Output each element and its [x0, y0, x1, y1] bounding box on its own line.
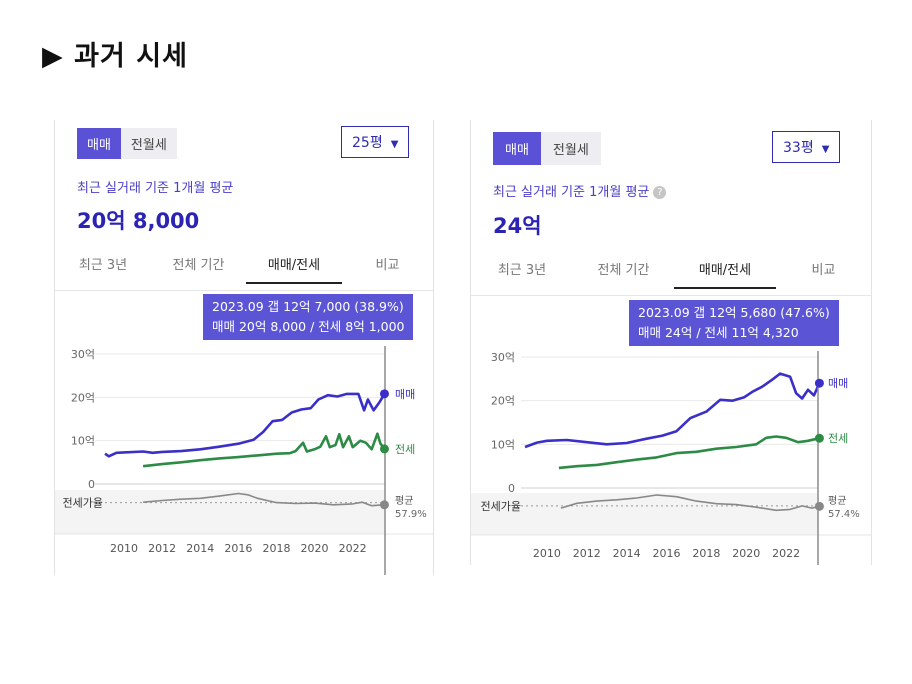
sale-marker [814, 378, 824, 388]
ratio-marker [379, 500, 389, 510]
sale-marker [379, 389, 389, 399]
tab-sale-jeonse[interactable]: 매매/전세 [674, 259, 776, 289]
sale-line [104, 392, 386, 458]
x-tick-label: 2016 [653, 547, 681, 560]
x-tick-label: 2018 [692, 547, 720, 560]
tab-sale-jeonse[interactable]: 매매/전세 [246, 254, 342, 284]
sale-line [524, 372, 821, 449]
x-tick-label: 2020 [732, 547, 760, 560]
y-tick-label: 0 [508, 482, 515, 495]
period-tabs: 최근 3년 전체 기간 매매/전세 비교 [471, 259, 871, 289]
y-tick-label: 20억 [491, 395, 515, 408]
ratio-band [55, 490, 385, 534]
size-dropdown[interactable]: 25평 ▼ [341, 126, 410, 158]
x-tick-label: 2014 [186, 542, 214, 555]
size-value: 25평 [352, 135, 383, 151]
tab-sale[interactable]: 매매 [493, 132, 541, 165]
chart-tooltip: 2023.09 갭 12억 5,680 (47.6%) 매매 24억 / 전세 … [629, 300, 839, 346]
y-tick-label: 10억 [491, 438, 515, 451]
x-tick-label: 2016 [224, 542, 252, 555]
period-tabs: 최근 3년 전체 기간 매매/전세 비교 [55, 254, 433, 284]
ratio-marker [814, 501, 824, 511]
average-price: 24억 [493, 214, 542, 238]
average-ratio-value: 57.4% [828, 509, 860, 520]
sale-series-label: 매매 [395, 388, 415, 401]
tab-divider [55, 290, 433, 291]
tab-compare[interactable]: 비교 [375, 258, 400, 273]
tab-all-period[interactable]: 전체 기간 [597, 263, 650, 278]
tooltip-gap-line: 2023.09 갭 12억 7,000 (38.9%) [212, 299, 404, 314]
x-tick-label: 2012 [148, 542, 176, 555]
x-tick-label: 2020 [301, 542, 329, 555]
tab-sale[interactable]: 매매 [77, 128, 121, 159]
price-chart: 30억 20억 10억 0 전세가율 2010 2012 2014 2016 2018 2020 20… [471, 351, 871, 565]
tab-recent-3y[interactable]: 최근 3년 [78, 258, 128, 273]
size-value: 33평 [783, 140, 814, 156]
x-tick-label: 2022 [772, 547, 800, 560]
x-tick-label: 2018 [262, 542, 290, 555]
x-tick-label: 2012 [573, 547, 601, 560]
ratio-line [560, 494, 820, 512]
tab-rent[interactable]: 전월세 [130, 138, 167, 153]
ratio-axis-label: 전세가율 [481, 500, 521, 513]
tab-recent-3y[interactable]: 최근 3년 [497, 263, 547, 278]
price-chart: 30억 20억 10억 0 전세가율 2010 2012 2014 2016 2018 2020 20… [55, 346, 433, 575]
slide-title: ▶ 과거 시세 [42, 41, 188, 72]
jeonse-line [142, 432, 386, 468]
price-history-panel-25py: 매매 전월세 25평 ▼ 최근 실거래 기준 1개월 평균 20억 8,000 최… [54, 120, 434, 575]
price-basis-label: 최근 실거래 기준 1개월 평균 [77, 181, 234, 196]
tab-compare[interactable]: 비교 [811, 263, 836, 278]
x-tick-label: 2010 [533, 547, 561, 560]
tab-rent[interactable]: 전월세 [552, 143, 589, 158]
tab-all-period[interactable]: 전체 기간 [172, 258, 225, 273]
caret-down-icon: ▼ [821, 144, 830, 155]
tooltip-gap-line: 2023.09 갭 12억 5,680 (47.6%) [638, 305, 830, 320]
average-price: 20억 8,000 [77, 209, 200, 233]
jeonse-line [558, 435, 820, 470]
average-label: 평균 [395, 495, 413, 507]
chart-tooltip: 2023.09 갭 12억 7,000 (38.9%) 매매 20억 8,000… [203, 294, 414, 340]
jeonse-marker [814, 433, 824, 443]
sale-series-label: 매매 [828, 377, 848, 390]
y-tick-label: 0 [88, 478, 95, 491]
price-history-panel-33py: 매매 전월세 33평 ▼ 최근 실거래 기준 1개월 평균? 24억 최근 3년 … [470, 120, 872, 565]
help-icon[interactable]: ? [653, 186, 667, 199]
y-tick-label: 10억 [71, 435, 95, 448]
tooltip-price-line: 매매 24억 / 전세 11억 4,320 [638, 325, 799, 340]
jeonse-series-label: 전세 [395, 443, 415, 456]
size-dropdown[interactable]: 33평 ▼ [772, 131, 841, 163]
x-tick-label: 2022 [339, 542, 367, 555]
deal-type-toggle: 매매 전월세 [77, 128, 177, 159]
tooltip-price-line: 매매 20억 8,000 / 전세 8억 1,000 [212, 319, 405, 334]
tab-divider [471, 295, 871, 296]
average-label: 평균 [828, 495, 846, 507]
price-basis-text: 최근 실거래 기준 1개월 평균 [493, 185, 650, 200]
average-ratio-value: 57.9% [395, 509, 427, 520]
ratio-band [471, 493, 818, 535]
y-tick-label: 30억 [491, 351, 515, 364]
ratio-axis-label: 전세가율 [63, 497, 103, 510]
price-basis-label: 최근 실거래 기준 1개월 평균? [493, 181, 667, 200]
caret-down-icon: ▼ [390, 139, 399, 150]
x-tick-label: 2014 [613, 547, 641, 560]
ratio-line [143, 492, 385, 507]
deal-type-toggle: 매매 전월세 [493, 132, 601, 165]
jeonse-series-label: 전세 [828, 432, 848, 445]
y-tick-label: 20억 [71, 391, 95, 404]
x-tick-label: 2010 [110, 542, 138, 555]
y-tick-label: 30억 [71, 348, 95, 361]
jeonse-marker [379, 444, 389, 454]
